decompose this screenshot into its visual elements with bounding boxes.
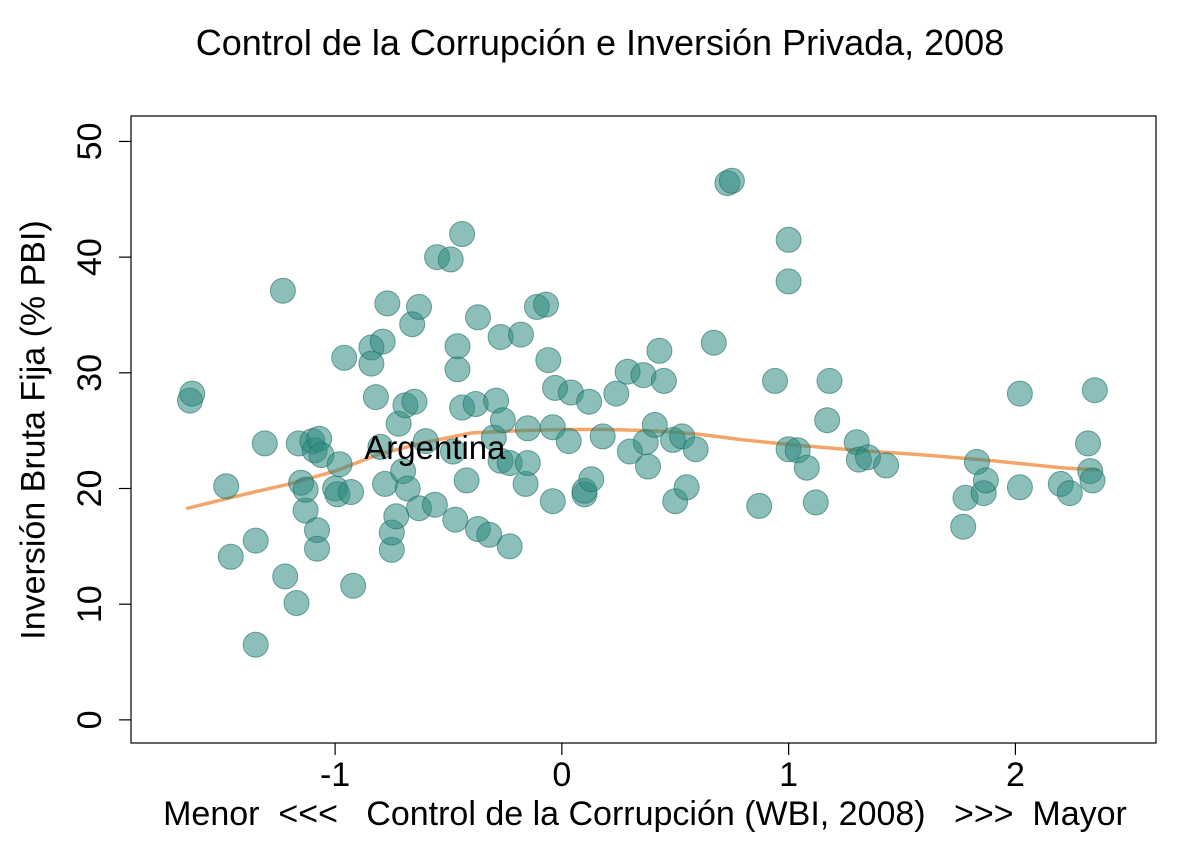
data-point: [514, 415, 541, 442]
data-point: [412, 428, 439, 455]
data-point: [814, 407, 841, 434]
data-point: [535, 347, 562, 374]
data-point: [641, 411, 668, 438]
y-tick-label: 10: [71, 585, 109, 623]
y-tick-label: 0: [71, 710, 109, 729]
data-point: [292, 476, 319, 503]
data-point: [367, 433, 394, 460]
data-point: [514, 450, 541, 476]
y-axis: 0 10 20 30 40 50: [71, 123, 131, 729]
data-point: [304, 535, 330, 562]
data-point: [533, 291, 559, 318]
data-point: [775, 226, 802, 253]
data-point: [362, 384, 389, 411]
data-point: [242, 527, 269, 554]
data-point: [394, 475, 421, 502]
chart-title: Control de la Corrupción e Inversión Pri…: [195, 22, 1005, 63]
data-point: [331, 344, 358, 371]
data-points: [177, 167, 1108, 658]
data-point: [555, 428, 582, 455]
data-point: [449, 221, 476, 247]
data-point: [950, 513, 977, 540]
x-tick-label: 2: [1006, 756, 1025, 794]
annotation-label: Argentina: [364, 429, 506, 466]
data-point: [635, 453, 661, 480]
data-point: [340, 572, 367, 599]
data-point: [272, 563, 299, 590]
data-point: [700, 329, 727, 356]
data-point: [358, 350, 385, 377]
data-point: [283, 590, 310, 616]
data-point: [816, 367, 843, 394]
y-tick-label: 30: [71, 354, 109, 392]
data-point: [718, 167, 745, 194]
data-point: [465, 304, 491, 331]
data-point: [762, 367, 788, 394]
data-point: [673, 474, 700, 501]
data-point: [746, 492, 773, 519]
data-point: [578, 466, 605, 493]
data-point: [179, 380, 206, 407]
data-point: [251, 430, 278, 457]
data-point: [269, 277, 296, 304]
data-point: [421, 491, 448, 518]
data-point: [802, 489, 829, 516]
y-tick-label: 40: [71, 238, 109, 276]
data-point: [442, 506, 469, 533]
data-point: [437, 246, 464, 273]
data-point: [1081, 377, 1108, 404]
data-point: [508, 321, 534, 348]
data-point: [406, 293, 432, 320]
x-axis: -1 0 1 2: [320, 743, 1025, 794]
data-point: [326, 451, 353, 478]
data-point: [401, 388, 428, 415]
data-point: [603, 380, 630, 407]
data-point: [1079, 467, 1106, 494]
data-point: [650, 367, 677, 394]
data-point: [589, 423, 616, 450]
data-point: [496, 533, 523, 560]
data-point: [682, 436, 709, 463]
data-point: [775, 268, 802, 295]
data-point: [1006, 380, 1033, 407]
plot-frame: [130, 115, 1157, 744]
data-point: [444, 356, 471, 383]
data-point: [1056, 480, 1083, 507]
data-point: [1006, 474, 1033, 501]
data-point: [972, 467, 999, 494]
x-axis-label: Menor <<< Control de la Corrupción (WBI,…: [163, 795, 1127, 833]
data-point: [369, 328, 396, 355]
data-point: [444, 333, 471, 360]
x-tick-label: 1: [779, 756, 798, 794]
y-tick-label: 20: [71, 470, 109, 508]
annotations: Argentina: [364, 429, 506, 466]
data-point: [440, 438, 466, 465]
data-point: [338, 479, 364, 505]
x-tick-label: -1: [320, 756, 350, 794]
data-point: [539, 488, 566, 515]
data-point: [374, 290, 401, 317]
data-point: [453, 467, 480, 494]
data-point: [1075, 430, 1101, 457]
data-point: [873, 452, 900, 479]
y-tick-label: 50: [71, 123, 109, 161]
data-point: [383, 503, 410, 530]
data-point: [476, 521, 503, 548]
x-tick-label: 0: [552, 756, 571, 794]
data-point: [793, 454, 820, 481]
data-point: [213, 473, 240, 500]
data-point: [646, 337, 673, 364]
data-point: [576, 388, 603, 415]
data-point: [489, 407, 516, 434]
data-point: [217, 543, 244, 570]
data-point: [242, 631, 269, 658]
